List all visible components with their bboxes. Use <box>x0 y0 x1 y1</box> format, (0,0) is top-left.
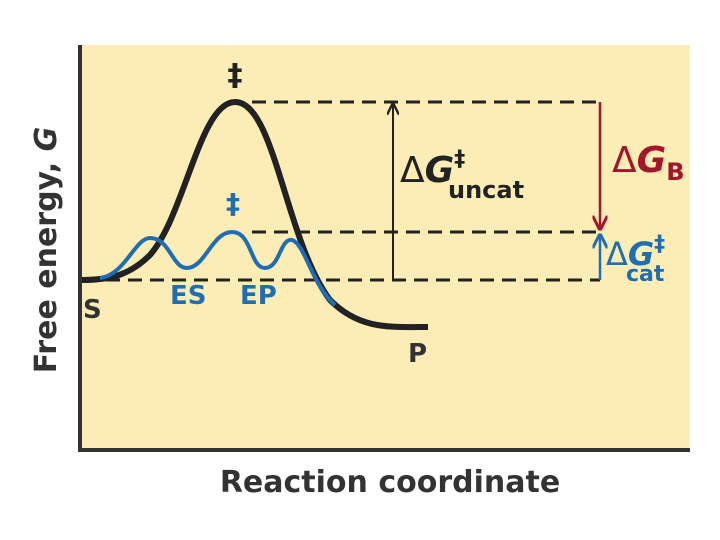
symbol: G <box>425 150 455 191</box>
state-label: ES <box>170 281 207 311</box>
x-axis-label: Reaction coordinate <box>220 465 560 500</box>
state-label: S <box>83 295 102 325</box>
symbol: G <box>637 140 667 181</box>
superscript: ‡ <box>454 147 465 172</box>
transition-label: ‡ <box>226 187 240 220</box>
dg-cat-label: ΔG‡ cat <box>606 232 665 287</box>
subscript: B <box>666 158 684 186</box>
uncatalyzed-curve <box>81 98 429 331</box>
symbol: G <box>628 235 654 273</box>
state-label: EP <box>240 281 277 311</box>
label-symbol: G <box>29 127 64 152</box>
dg-b-label: ΔGB <box>612 140 685 186</box>
transition-label: ‡ <box>228 58 243 93</box>
label-text: Free energy, <box>29 151 64 373</box>
plot-panel <box>80 45 690 450</box>
delta: Δ <box>606 235 628 273</box>
y-axis-label: Free energy, G <box>29 127 64 374</box>
dg-uncat-label: ΔG‡ uncat <box>400 147 524 204</box>
delta: Δ <box>612 140 637 181</box>
subscript: uncat <box>448 176 524 204</box>
catalyzed-curve <box>99 229 337 307</box>
superscript: ‡ <box>654 232 665 257</box>
subscript: cat <box>626 262 665 287</box>
state-label: P <box>408 339 427 369</box>
delta: Δ <box>400 150 425 191</box>
